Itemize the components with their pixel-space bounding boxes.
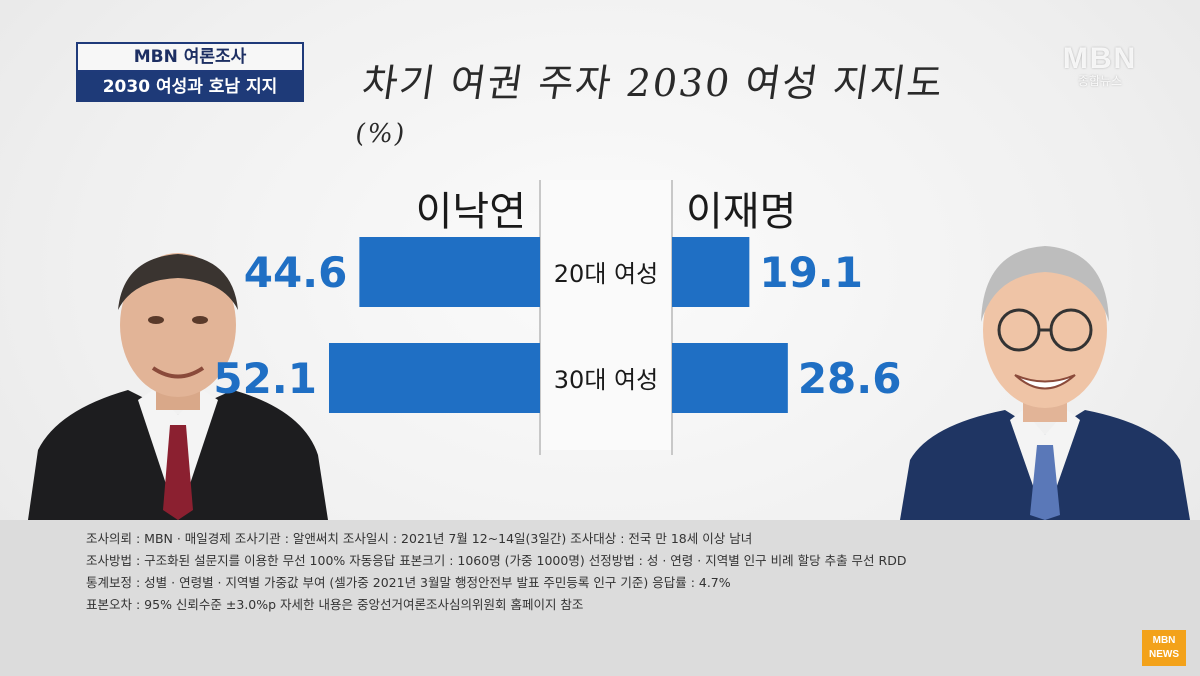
mbn-logo: MBN 종합뉴스: [1040, 42, 1160, 89]
bar-left-2: [328, 343, 540, 413]
notes-line-2: 조사방법 : 구조화된 설문지를 이용한 무선 100% 자동응답 표본크기 :…: [86, 553, 907, 568]
survey-notes: 조사의뢰 : MBN · 매일경제 조사기관 : 알앤써치 조사일시 : 202…: [86, 528, 906, 616]
series-name-left: 이낙연: [416, 189, 526, 235]
corner-logo-line2: NEWS: [1149, 649, 1179, 660]
bar-right-1: [672, 237, 750, 307]
notes-line-1: 조사의뢰 : MBN · 매일경제 조사기관 : 알앤써치 조사일시 : 202…: [86, 531, 753, 546]
logo-sub: 종합뉴스: [1077, 74, 1123, 88]
notes-line-3: 통계보정 : 성별 · 연령별 · 지역별 가중값 부여 (셀가중 2021년 …: [86, 575, 731, 590]
logo-main: MBN: [1062, 42, 1138, 75]
right-person-photo: [900, 246, 1190, 520]
caption-area: [0, 520, 1200, 676]
badge-top: MBN 여론조사: [76, 42, 304, 72]
corner-logo-line1: MBN: [1152, 635, 1176, 646]
corner-logo: MBN NEWS: [1142, 630, 1186, 666]
category-label-1: 20대 여성: [554, 260, 658, 288]
value-label-right-1: 19.1: [759, 248, 863, 297]
bar-left-1: [359, 237, 540, 307]
bar-right-2: [672, 343, 788, 413]
bar-chart: 이낙연 이재명 44.6 19.1 20대 여성 52.1 28.6 30대 여성: [213, 180, 902, 455]
value-label-left-1: 44.6: [244, 248, 348, 297]
badge-bottom: 2030 여성과 호남 지지: [76, 72, 304, 102]
value-label-right-2: 28.6: [798, 354, 902, 403]
left-person-photo: [28, 253, 328, 520]
notes-line-4: 표본오차 : 95% 신뢰수준 ±3.0%p 자세한 내용은 중앙선거여론조사심…: [86, 597, 584, 612]
series-name-right: 이재명: [686, 189, 796, 235]
category-label-2: 30대 여성: [554, 366, 658, 394]
poll-badge: MBN 여론조사 2030 여성과 호남 지지: [76, 42, 304, 102]
value-label-left-2: 52.1: [213, 354, 317, 403]
center-band: [540, 180, 672, 450]
